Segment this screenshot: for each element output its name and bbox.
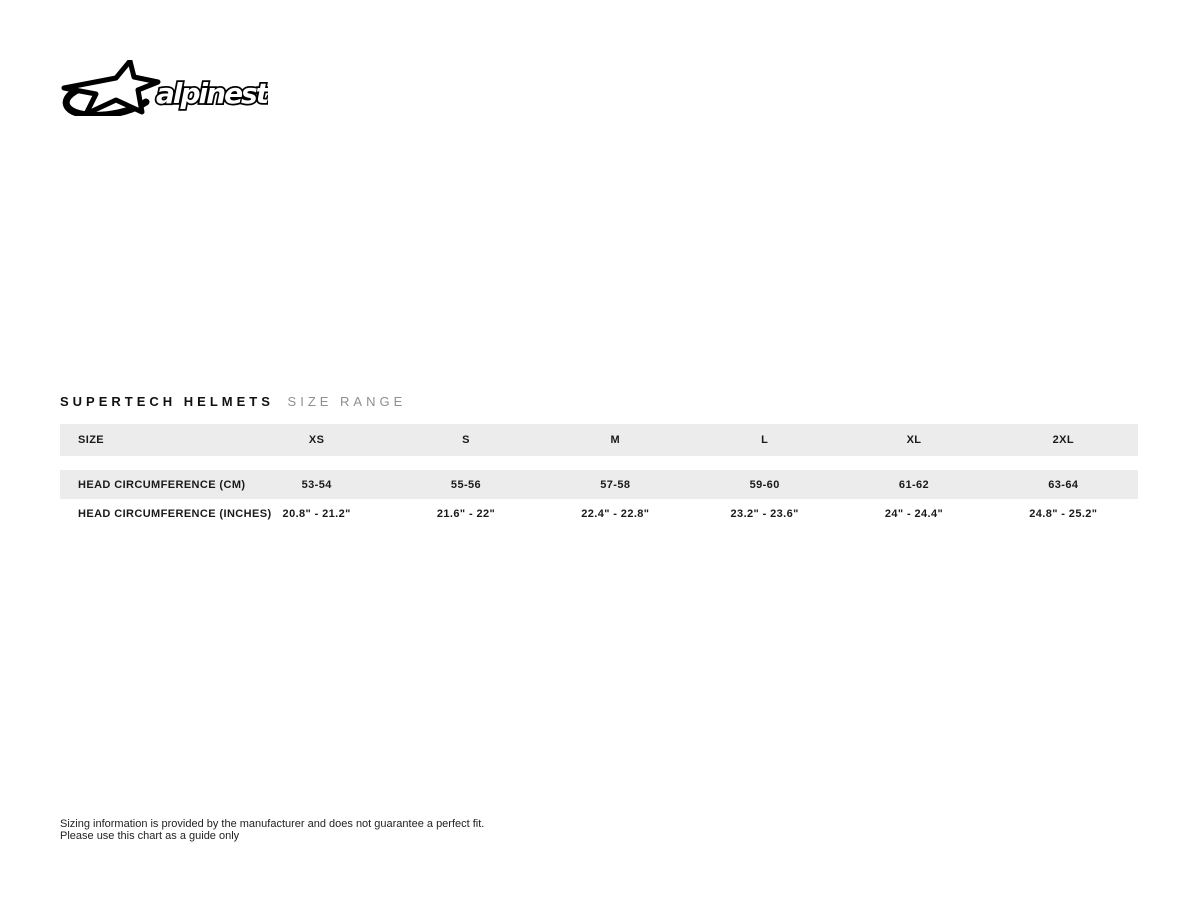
row-label: HEAD CIRCUMFERENCE (INCHES) bbox=[78, 508, 272, 520]
column-header-m: M bbox=[610, 434, 621, 446]
page-title-secondary: SIZE RANGE bbox=[287, 394, 407, 409]
cell-cm-l: 59-60 bbox=[749, 478, 780, 491]
logo-wordmark: alpinestars bbox=[156, 77, 268, 110]
cell-cm-xs: 53-54 bbox=[301, 478, 332, 491]
table-row-head-circumference-inches: HEAD CIRCUMFERENCE (INCHES) 20.8" - 21.2… bbox=[60, 499, 1138, 529]
column-header-xs: XS bbox=[308, 434, 325, 446]
disclaimer-line-1: Sizing information is provided by the ma… bbox=[60, 818, 485, 830]
column-header-xl: XL bbox=[906, 434, 922, 446]
alpinestars-logo: alpinestars bbox=[58, 58, 316, 119]
cell-in-m: 22.4" - 22.8" bbox=[581, 508, 650, 520]
table-row-head-circumference-cm: HEAD CIRCUMFERENCE (CM) 53-54 55-56 57-5… bbox=[60, 470, 1138, 499]
cell-in-xl: 24" - 24.4" bbox=[884, 508, 944, 520]
cell-cm-xl: 61-62 bbox=[898, 478, 930, 491]
cell-cm-m: 57-58 bbox=[600, 478, 631, 491]
size-chart-table: SIZE XS S M L XL 2XL HEAD CIRCUMFERENCE … bbox=[60, 424, 1138, 529]
size-chart-header-row: SIZE XS S M L XL 2XL bbox=[60, 424, 1138, 456]
column-header-2xl: 2XL bbox=[1052, 434, 1074, 446]
cell-in-xs: 20.8" - 21.2" bbox=[282, 508, 351, 520]
cell-in-2xl: 24.8" - 25.2" bbox=[1029, 508, 1098, 520]
sizing-disclaimer: Sizing information is provided by the ma… bbox=[60, 818, 484, 842]
alpinestars-star-icon: alpinestars bbox=[61, 58, 316, 119]
column-header-s: S bbox=[462, 434, 470, 446]
cell-in-s: 21.6" - 22" bbox=[436, 508, 496, 520]
disclaimer-line-2: Please use this chart as a guide only bbox=[60, 830, 240, 842]
cell-cm-s: 55-56 bbox=[450, 478, 482, 491]
column-header-l: L bbox=[761, 434, 769, 446]
cell-in-l: 23.2" - 23.6" bbox=[730, 508, 799, 520]
row-label: HEAD CIRCUMFERENCE (CM) bbox=[78, 478, 246, 491]
page-title-primary: SUPERTECH HELMETS bbox=[60, 394, 274, 409]
page-title: SUPERTECH HELMETS SIZE RANGE bbox=[60, 394, 406, 409]
cell-cm-2xl: 63-64 bbox=[1048, 478, 1079, 491]
column-header-size: SIZE bbox=[78, 434, 105, 446]
